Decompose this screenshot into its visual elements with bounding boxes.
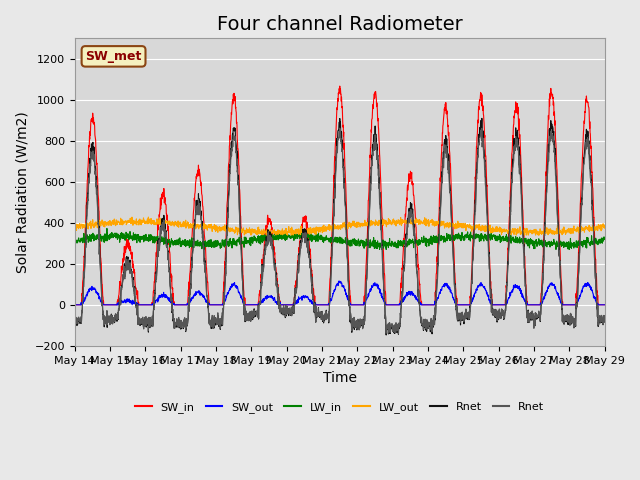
Rnet [601,314,609,320]
LW_in [601,234,609,240]
LW_out [601,225,609,231]
Rnet [367,181,374,187]
Rnet [554,219,562,225]
Rnet [336,125,344,131]
LW_out [355,222,363,228]
Rnet [219,322,227,328]
LW_out [219,226,227,232]
SW_in [367,145,374,151]
LW_in [367,239,374,244]
Rnet [395,331,403,336]
Rnet [71,316,79,322]
SW_in [336,83,344,89]
Line: SW_out: SW_out [75,281,605,305]
SW_out [554,292,562,298]
SW_in [554,196,562,202]
SW_out [569,302,577,308]
LW_out [494,225,502,231]
LW_out [145,214,152,220]
LW_out [569,229,577,235]
LW_out [554,230,562,236]
LW_in [569,241,577,247]
SW_out [493,302,501,308]
SW_out [355,302,363,308]
Rnet [601,313,609,319]
SW_out [71,302,79,308]
Title: Four channel Radiometer: Four channel Radiometer [217,15,463,34]
Rnet [569,318,577,324]
SW_in [601,302,609,308]
SW_out [219,301,227,307]
SW_in [71,302,79,308]
Rnet [355,322,362,328]
Rnet [569,317,577,323]
SW_in [493,302,501,308]
LW_out [247,232,255,238]
LW_in [554,241,562,247]
Text: SW_met: SW_met [85,50,141,63]
Rnet [219,323,227,328]
Rnet [494,309,502,314]
Rnet [366,185,374,191]
LW_in [219,240,227,246]
SW_in [569,302,577,308]
Line: LW_out: LW_out [75,217,605,235]
LW_in [71,237,79,242]
LW_in [494,233,502,239]
Legend: SW_in, SW_out, LW_in, LW_out, Rnet, Rnet: SW_in, SW_out, LW_in, LW_out, Rnet, Rnet [131,397,549,417]
Y-axis label: Solar Radiation (W/m2): Solar Radiation (W/m2) [15,111,29,273]
Rnet [71,316,79,322]
LW_in [103,226,111,231]
SW_in [219,302,227,308]
LW_out [367,220,374,226]
SW_out [335,278,343,284]
Line: SW_in: SW_in [75,86,605,305]
SW_in [355,302,363,308]
X-axis label: Time: Time [323,371,356,385]
Rnet [478,116,486,121]
LW_out [71,223,79,229]
LW_in [376,247,383,252]
Rnet [382,332,390,338]
Rnet [554,224,562,229]
SW_out [367,288,374,294]
LW_in [355,240,363,246]
Line: LW_in: LW_in [75,228,605,250]
Line: Rnet: Rnet [75,119,605,335]
Line: Rnet: Rnet [75,128,605,334]
SW_out [601,302,609,308]
Rnet [355,323,363,328]
Rnet [494,310,502,315]
